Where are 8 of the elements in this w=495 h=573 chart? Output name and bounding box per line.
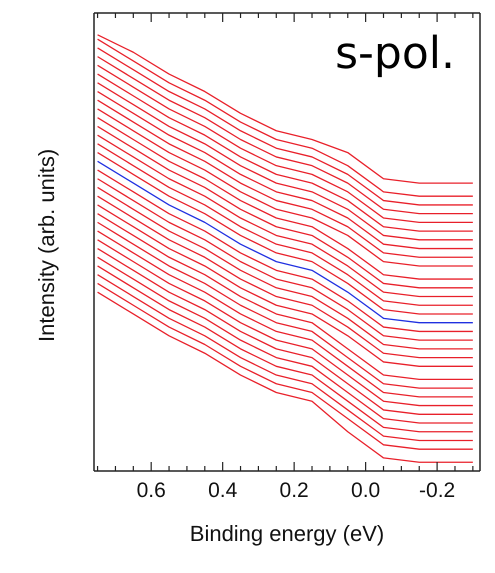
x-tick-label: 0.0 — [351, 479, 380, 502]
x-axis-title: Binding energy (eV) — [190, 521, 384, 546]
x-tick-label: 0.4 — [208, 479, 238, 502]
x-tick-label: 0.2 — [280, 479, 309, 502]
x-tick-label: 0.6 — [136, 479, 166, 502]
x-tick-label: -0.2 — [419, 479, 456, 502]
y-axis-title: Intensity (arb. units) — [34, 148, 59, 342]
annotation: s-pol. — [335, 28, 455, 79]
